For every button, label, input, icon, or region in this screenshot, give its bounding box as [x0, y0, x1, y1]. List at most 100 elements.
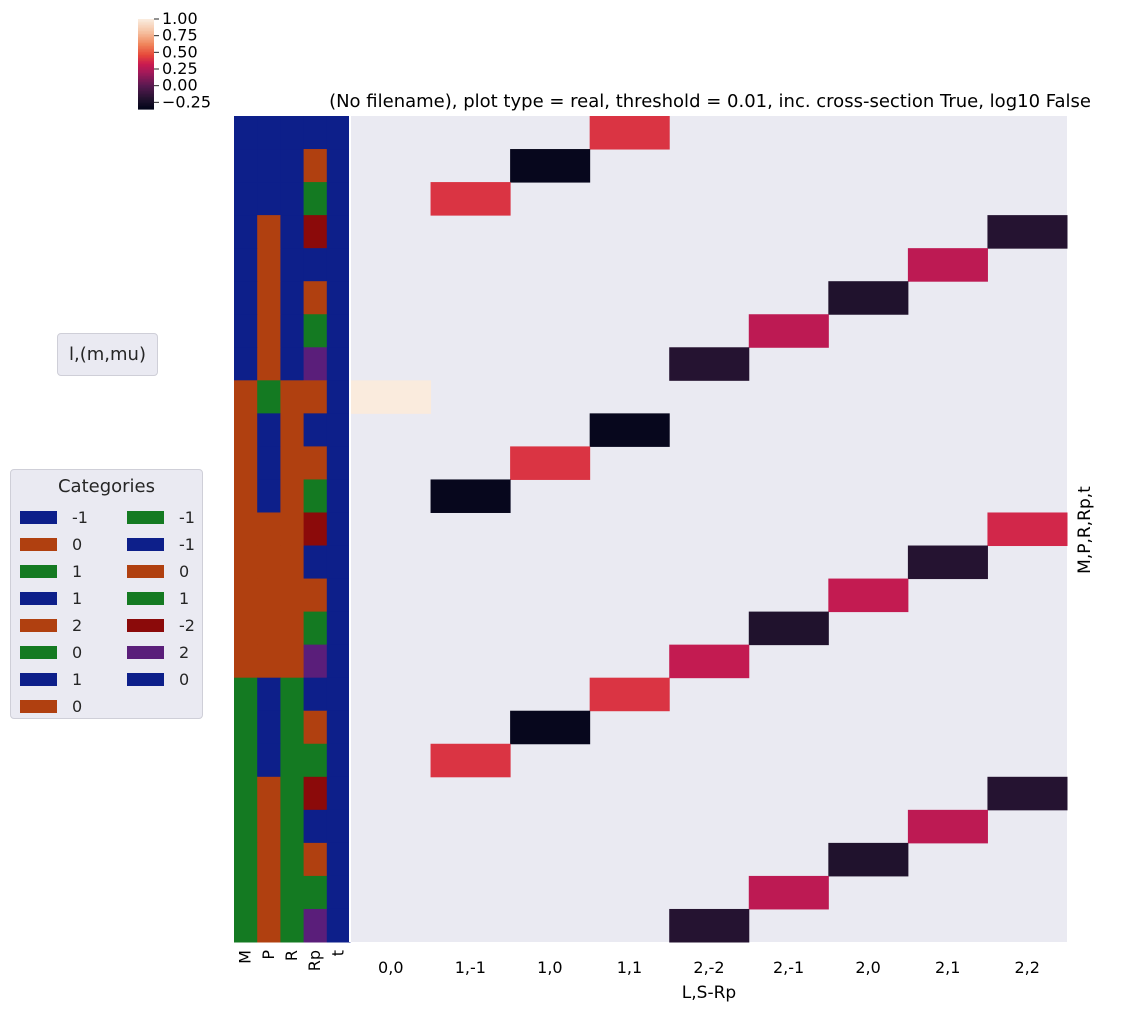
legend-swatch [20, 511, 57, 524]
legend-entry: 1 [20, 558, 88, 585]
row-color-cell [234, 215, 258, 249]
row-color-cell [234, 149, 258, 183]
colorbar-gradient-strip [138, 83, 154, 86]
heatmap-cell [907, 545, 988, 580]
row-color-cell [234, 809, 258, 844]
legend-swatch [127, 646, 164, 659]
legend-swatch [20, 646, 57, 659]
heatmap-cell [987, 776, 1068, 811]
heatmap-cell [828, 842, 909, 877]
row-color-cell [303, 380, 328, 414]
legend-entry: -1 [127, 531, 195, 558]
row-color-cell [257, 479, 281, 513]
row-color-cell [303, 644, 328, 679]
heatmap-cell [669, 347, 750, 381]
legend-swatch [127, 592, 164, 605]
row-color-separator [349, 116, 352, 942]
colorbar-gradient-strip [138, 40, 154, 43]
row-color-cell [303, 314, 328, 348]
row-color-cell [257, 908, 281, 943]
legend-entry-label: -1 [72, 508, 88, 527]
legend-lml: l,(m,mu) [57, 333, 158, 376]
row-color-cell [234, 380, 258, 414]
legend-column-1: -1 0 1 1 2 0 1 0 [20, 504, 88, 720]
colorbar-gradient-strip [138, 98, 154, 101]
row-color-cell [303, 512, 328, 547]
row-color-cell [303, 281, 328, 315]
row-color-cell [280, 545, 305, 580]
colorbar-gradient-strip [138, 106, 154, 109]
row-color-cell [280, 413, 305, 447]
row-color-cell [257, 644, 281, 679]
colorbar-gradient-strip [138, 52, 154, 55]
row-color-cell [257, 215, 281, 249]
x-tick-label: 2,1 [935, 958, 960, 977]
legend-entry-label: 1 [179, 589, 190, 608]
row-color-cell [257, 743, 281, 778]
colorbar-tick-label: 0.00 [162, 76, 198, 95]
x-tick-label: 2,0 [855, 958, 880, 977]
colorbar-gradient-strip [138, 101, 154, 104]
row-color-cell [326, 149, 351, 183]
heatmap-cell [907, 248, 988, 282]
legend-entry-label: -2 [179, 616, 195, 635]
legend-entry: 1 [127, 585, 195, 612]
row-color-cell [280, 479, 305, 513]
colorbar-gradient-strip [138, 64, 154, 67]
x-tick-label: 1,1 [617, 958, 642, 977]
row-color-cell [234, 446, 258, 480]
colorbar-gradient-strip [138, 47, 154, 50]
colorbar-gradient-strip [138, 58, 154, 61]
legend-entry-label: 0 [72, 643, 83, 662]
row-color-cell [303, 182, 328, 216]
row-color-cell [280, 644, 305, 679]
row-color-cell [234, 677, 258, 712]
row-color-cell [234, 743, 258, 778]
colorbar-gradient-strip [138, 53, 154, 56]
row-color-cell [326, 347, 351, 381]
colorbar-tick-label: 1.00 [162, 9, 198, 28]
row-color-cell [303, 908, 328, 943]
colorbar-gradient-strip [138, 32, 154, 35]
row-color-cell [234, 116, 258, 150]
colorbar-gradient-strip [138, 20, 154, 23]
colorbar-gradient-strip [138, 92, 154, 95]
row-color-cell [303, 149, 328, 183]
row-color-cell [303, 413, 328, 447]
x-tick-label: 0,0 [378, 958, 403, 977]
legend-entry-label: -1 [179, 508, 195, 527]
row-color-cell [326, 248, 351, 282]
colorbar-gradient-strip [138, 25, 154, 28]
colorbar-gradient-strip [138, 85, 154, 88]
heatmap-cell [987, 215, 1068, 249]
colorbar-gradient-strip [138, 88, 154, 91]
legend-swatch [127, 673, 164, 686]
colorbar-gradient-strip [138, 107, 154, 110]
colorbar-gradient-strip [138, 100, 154, 103]
row-color-cell [280, 347, 305, 381]
legend-entry-label: 2 [72, 616, 83, 635]
x-tick-label: 2,-1 [773, 958, 804, 977]
row-color-cell [326, 545, 351, 580]
chart-title: (No filename), plot type = real, thresho… [329, 91, 1091, 112]
row-color-cell [234, 182, 258, 216]
legend-categories-title: Categories [57, 476, 156, 497]
colorbar-tick-label: 0.50 [162, 42, 198, 61]
legend-entry: 0 [20, 693, 88, 720]
row-color-cell [280, 842, 305, 877]
row-color-cell [326, 281, 351, 315]
row-color-cell [303, 677, 328, 712]
row-color-cell [257, 611, 281, 646]
colorbar-gradient-strip [138, 61, 154, 64]
row-color-cell [257, 512, 281, 547]
heatmap [351, 116, 1068, 943]
colorbar-gradient-strip [138, 43, 154, 46]
legend-swatch [127, 565, 164, 578]
row-color-cell [303, 710, 328, 745]
colorbar-gradient-strip [138, 89, 154, 92]
row-color-cell [280, 809, 305, 844]
heatmap-cell [589, 677, 670, 712]
colorbar-gradient-strip [138, 22, 154, 25]
colorbar-gradient-strip [138, 76, 154, 79]
